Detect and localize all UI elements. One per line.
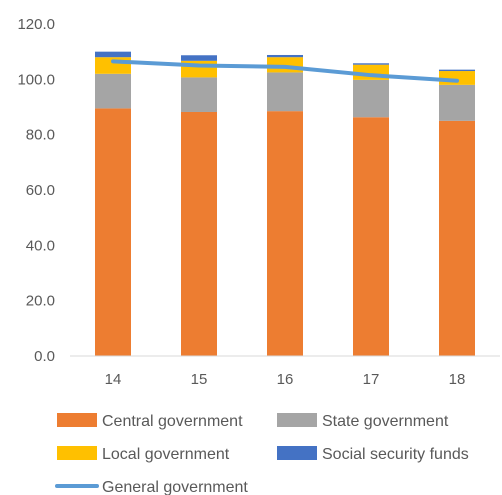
y-axis-ticks: 0.0 20.0 40.0 60.0 80.0 100.0 120.0 [17, 16, 55, 365]
legend-swatch-local-government [57, 446, 97, 460]
legend-swatch-social-security-funds [277, 446, 317, 460]
bar-social-security-funds-15 [181, 55, 217, 61]
legend-label-local-government: Local government [102, 446, 230, 463]
bar-state-government-14 [95, 73, 131, 109]
bar-state-government-17 [353, 79, 389, 118]
bar-social-security-funds-14 [95, 51, 131, 58]
legend-label-general-government: General government [102, 479, 248, 495]
y-tick-label: 80.0 [26, 127, 55, 144]
x-tick-label: 16 [277, 371, 294, 388]
bar-state-government-15 [181, 77, 217, 112]
legend-label-state-government: State government [322, 413, 449, 430]
x-axis-ticks: 14 15 16 17 18 [105, 371, 466, 388]
x-tick-label: 14 [105, 371, 122, 388]
bars [95, 51, 475, 357]
y-tick-label: 40.0 [26, 237, 55, 254]
bar-central-government-18 [439, 120, 475, 356]
y-tick-label: 0.0 [34, 348, 55, 365]
x-tick-label: 17 [363, 371, 380, 388]
legend-swatch-central-government [57, 413, 97, 427]
bar-central-government-16 [267, 111, 303, 357]
bar-social-security-funds-16 [267, 54, 303, 58]
y-tick-label: 100.0 [17, 71, 55, 88]
legend: Central government State government Local … [55, 413, 469, 495]
bar-central-government-17 [353, 117, 389, 356]
bar-social-security-funds-18 [439, 69, 475, 72]
y-tick-label: 60.0 [26, 182, 55, 199]
legend-swatch-state-government [277, 413, 317, 427]
bar-social-security-funds-17 [353, 63, 389, 65]
bar-central-government-15 [181, 111, 217, 356]
bar-state-government-16 [267, 72, 303, 112]
bar-state-government-18 [439, 84, 475, 121]
y-tick-label: 120.0 [17, 16, 55, 33]
series-line-general-government [111, 59, 459, 83]
legend-label-central-government: Central government [102, 413, 243, 430]
x-tick-label: 18 [449, 371, 466, 388]
legend-label-social-security-funds: Social security funds [322, 446, 469, 463]
x-tick-label: 15 [191, 371, 208, 388]
y-tick-label: 20.0 [26, 293, 55, 310]
bar-central-government-14 [95, 108, 131, 356]
